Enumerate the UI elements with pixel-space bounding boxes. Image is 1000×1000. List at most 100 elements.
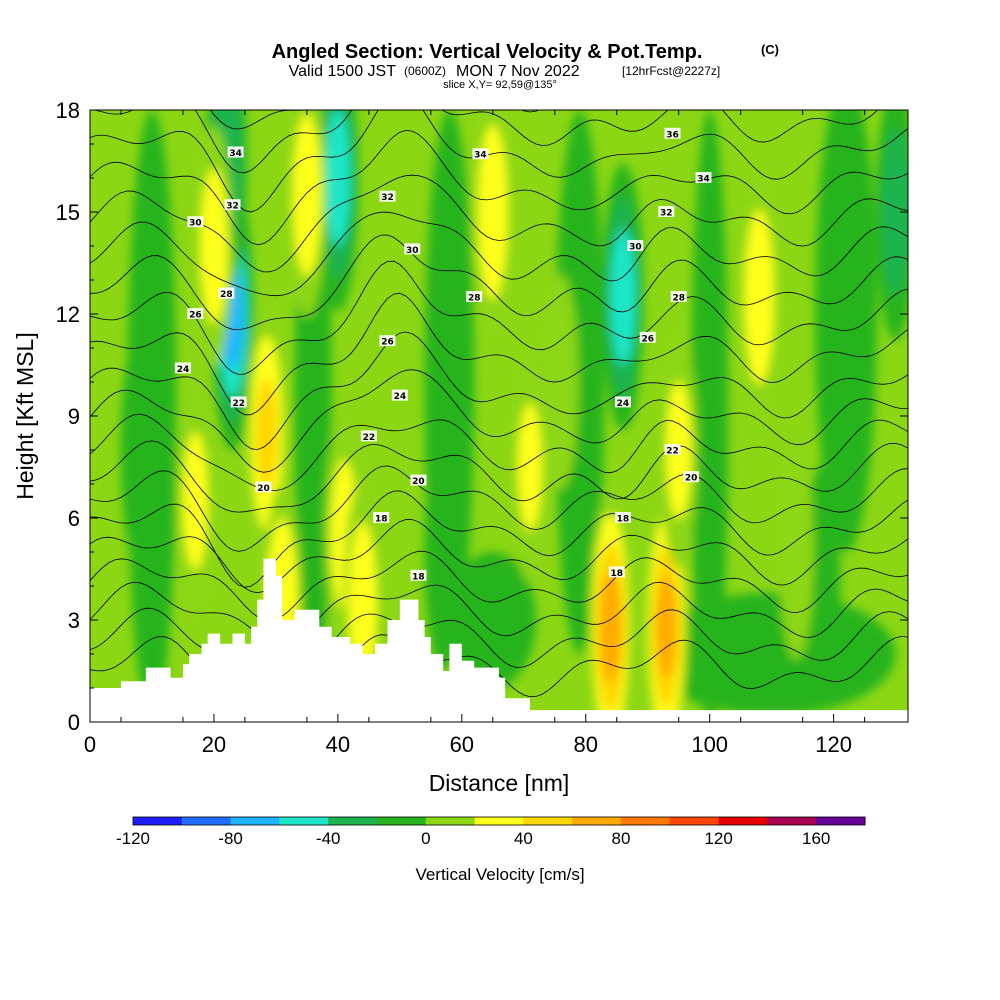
colorbar-tick-label: -40 — [316, 829, 341, 848]
subtitle-zulu: (0600Z) — [404, 64, 446, 78]
isentrope-label: 18 — [614, 512, 631, 525]
svg-text:18: 18 — [610, 569, 623, 579]
velocity-level — [543, 274, 579, 490]
velocity-level — [599, 570, 622, 683]
y-axis-label: Height [Kft MSL] — [12, 332, 38, 499]
colorbar-tick-label: 0 — [421, 829, 430, 848]
colorbar-label: Vertical Velocity [cm/s] — [415, 865, 584, 884]
velocity-level — [610, 229, 636, 365]
colorbar-tick-label: -120 — [116, 829, 150, 848]
y-tick-label: 3 — [68, 608, 80, 633]
updraft-cell — [176, 383, 215, 619]
isentrope-label: 22 — [360, 430, 377, 443]
svg-text:18: 18 — [412, 572, 425, 582]
isentrope-label: 20 — [255, 481, 272, 494]
isentrope-label: 26 — [187, 308, 204, 321]
updraft-cell — [472, 110, 513, 337]
colorbar-swatch — [572, 817, 622, 825]
downdraft-cell — [602, 163, 644, 431]
isentrope-line — [90, 174, 908, 273]
colorbar: -120 -80 -40 0 40 80 120 160 — [116, 816, 866, 848]
svg-text:32: 32 — [660, 209, 673, 219]
updraft-cell — [778, 444, 815, 660]
isentrope-line — [90, 331, 908, 451]
isentrope-label: 26 — [379, 335, 396, 348]
updraft-cell — [287, 110, 327, 318]
svg-text:34: 34 — [474, 151, 487, 161]
svg-text:32: 32 — [381, 193, 394, 203]
plot-area: 36 34 34 34 32 32 32 30 30 30 28 28 28 26 26 26 24 24 24 22… — [90, 110, 908, 722]
isentrope-label: 36 — [664, 127, 681, 140]
svg-text:28: 28 — [468, 294, 481, 304]
downdraft-cell — [120, 332, 159, 568]
velocity-level — [517, 402, 543, 532]
svg-text:20: 20 — [685, 474, 698, 484]
isentrope-label: 24 — [391, 389, 408, 402]
isentrope-label: 28 — [670, 291, 687, 304]
isentrope-label: 20 — [683, 471, 700, 484]
subtitle-forecast: [12hrFcst@2227z] — [622, 64, 720, 78]
velocity-band — [815, 110, 878, 552]
velocity-band — [449, 552, 537, 688]
isentrope-line — [90, 519, 908, 594]
x-tick-label: 40 — [326, 732, 350, 757]
isentrope-label: 22 — [230, 396, 247, 409]
velocity-level — [325, 110, 351, 246]
chart-title: Angled Section: Vertical Velocity & Pot.… — [272, 41, 703, 63]
isentrope-label: 18 — [410, 569, 427, 582]
isentrope-line — [90, 490, 908, 588]
theta-isentropes — [90, 110, 908, 698]
isentrope-line — [90, 440, 908, 513]
isentrope-label: 32 — [224, 199, 241, 212]
isentrope-label: 20 — [410, 474, 427, 487]
x-tick-label: 60 — [450, 732, 474, 757]
y-tick-label: 15 — [56, 200, 80, 225]
colorbar-swatch — [181, 817, 232, 825]
velocity-level — [200, 168, 228, 324]
velocity-band — [554, 110, 605, 654]
svg-text:20: 20 — [412, 477, 425, 487]
isentrope-line — [90, 581, 908, 647]
isentrope-line — [90, 211, 908, 297]
colorbar-tick-label: 80 — [612, 829, 631, 848]
x-tick-label: 120 — [815, 732, 852, 757]
isentrope-label: 28 — [218, 287, 235, 300]
slice-info: slice X,Y= 92,59@135° — [443, 79, 557, 91]
colorbar-swatch — [669, 817, 720, 825]
colorbar-swatch — [718, 817, 768, 825]
svg-text:26: 26 — [641, 334, 654, 344]
isentrope-line — [90, 110, 908, 213]
velocity-level — [120, 332, 159, 568]
colorbar-swatch — [474, 817, 524, 825]
isentrope-label: 30 — [627, 240, 644, 253]
y-tick-label: 0 — [68, 710, 80, 735]
svg-text:20: 20 — [257, 484, 270, 494]
velocity-level — [424, 434, 463, 670]
colorbar-tick-label: 160 — [802, 829, 830, 848]
y-tick-label: 18 — [56, 98, 80, 123]
isentrope-label: 30 — [404, 243, 421, 256]
isentrope-label: 32 — [658, 206, 675, 219]
isentrope-label: 24 — [614, 396, 631, 409]
isentrope-label: 34 — [472, 148, 489, 161]
colorbar-tick-label: 40 — [514, 829, 533, 848]
downdraft-cell — [316, 110, 359, 312]
velocity-band — [691, 110, 729, 722]
updraft-cell — [739, 172, 780, 422]
isentrope-line — [90, 550, 908, 622]
subtitle-valid: Valid 1500 JST — [289, 63, 397, 80]
colorbar-swatch — [279, 817, 329, 825]
isentrope-label: 22 — [664, 444, 681, 457]
svg-text:18: 18 — [617, 515, 630, 525]
colorbar-frame — [132, 816, 866, 826]
svg-text:36: 36 — [666, 130, 679, 140]
colorbar-swatch — [328, 817, 378, 825]
velocity-level — [255, 378, 278, 488]
svg-text:30: 30 — [189, 219, 202, 229]
isentrope-label: 30 — [187, 216, 204, 229]
y-tick-label: 9 — [68, 404, 80, 429]
isentrope-line — [90, 369, 908, 473]
velocity-level — [348, 521, 377, 685]
colorbar-swatch — [816, 817, 866, 825]
